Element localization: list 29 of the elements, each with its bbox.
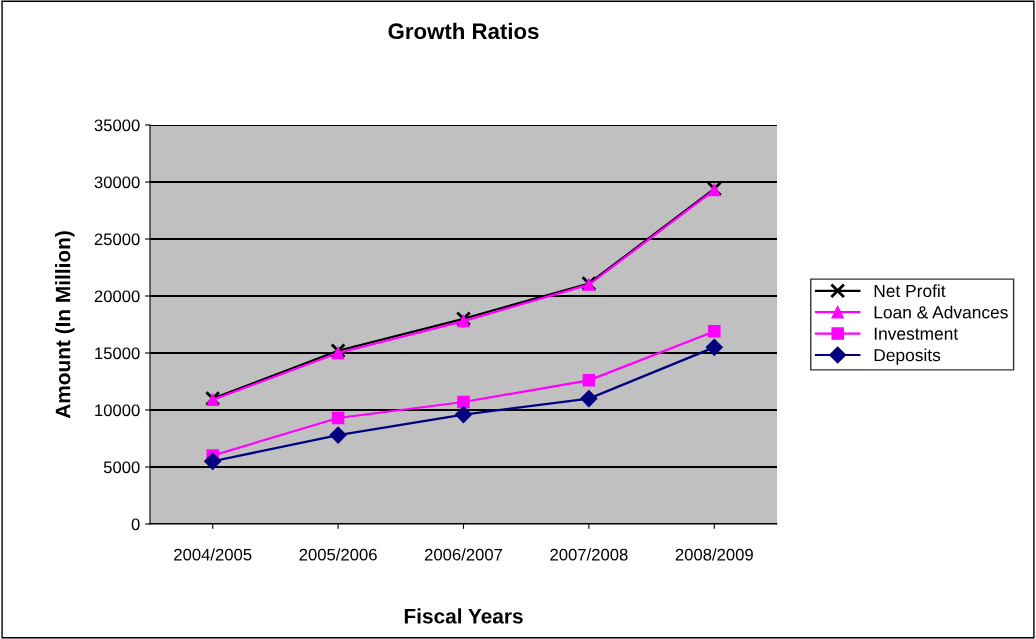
legend-label: Net Profit bbox=[874, 284, 946, 298]
point bbox=[582, 374, 596, 387]
legend-label: Deposits bbox=[874, 348, 941, 365]
x-tick-label: 2006/2007 bbox=[424, 548, 503, 561]
x-tick-label: 2007/2008 bbox=[550, 548, 628, 561]
x-tick-label: 2005/2006 bbox=[299, 548, 377, 561]
point bbox=[457, 395, 470, 409]
y-tick-label: 0 bbox=[131, 518, 140, 531]
point bbox=[708, 325, 721, 338]
point bbox=[454, 406, 473, 424]
y-tick-label: 35000 bbox=[94, 119, 140, 132]
point bbox=[705, 338, 723, 356]
x-tick-label: 2004/2005 bbox=[174, 548, 252, 561]
y-tick-label: 30000 bbox=[94, 176, 140, 189]
chart-title: Growth Ratios bbox=[388, 22, 539, 40]
point bbox=[580, 390, 598, 408]
y-tick-label: 25000 bbox=[94, 233, 140, 246]
y-axis-title: Amount (In Million) bbox=[55, 231, 75, 419]
x-tick-label: 2008/2009 bbox=[675, 548, 753, 561]
y-tick-label: 20000 bbox=[94, 290, 140, 303]
point bbox=[329, 426, 347, 444]
point bbox=[204, 452, 222, 470]
legend-label: Investment bbox=[874, 327, 959, 340]
x-axis-title: Fiscal Years bbox=[404, 608, 523, 624]
legend-label: Loan & Advances bbox=[874, 305, 1008, 319]
y-tick-label: 10000 bbox=[95, 404, 140, 417]
point bbox=[331, 411, 345, 425]
y-tick-label: 5000 bbox=[103, 461, 140, 474]
y-tick-label: 15000 bbox=[95, 347, 140, 360]
